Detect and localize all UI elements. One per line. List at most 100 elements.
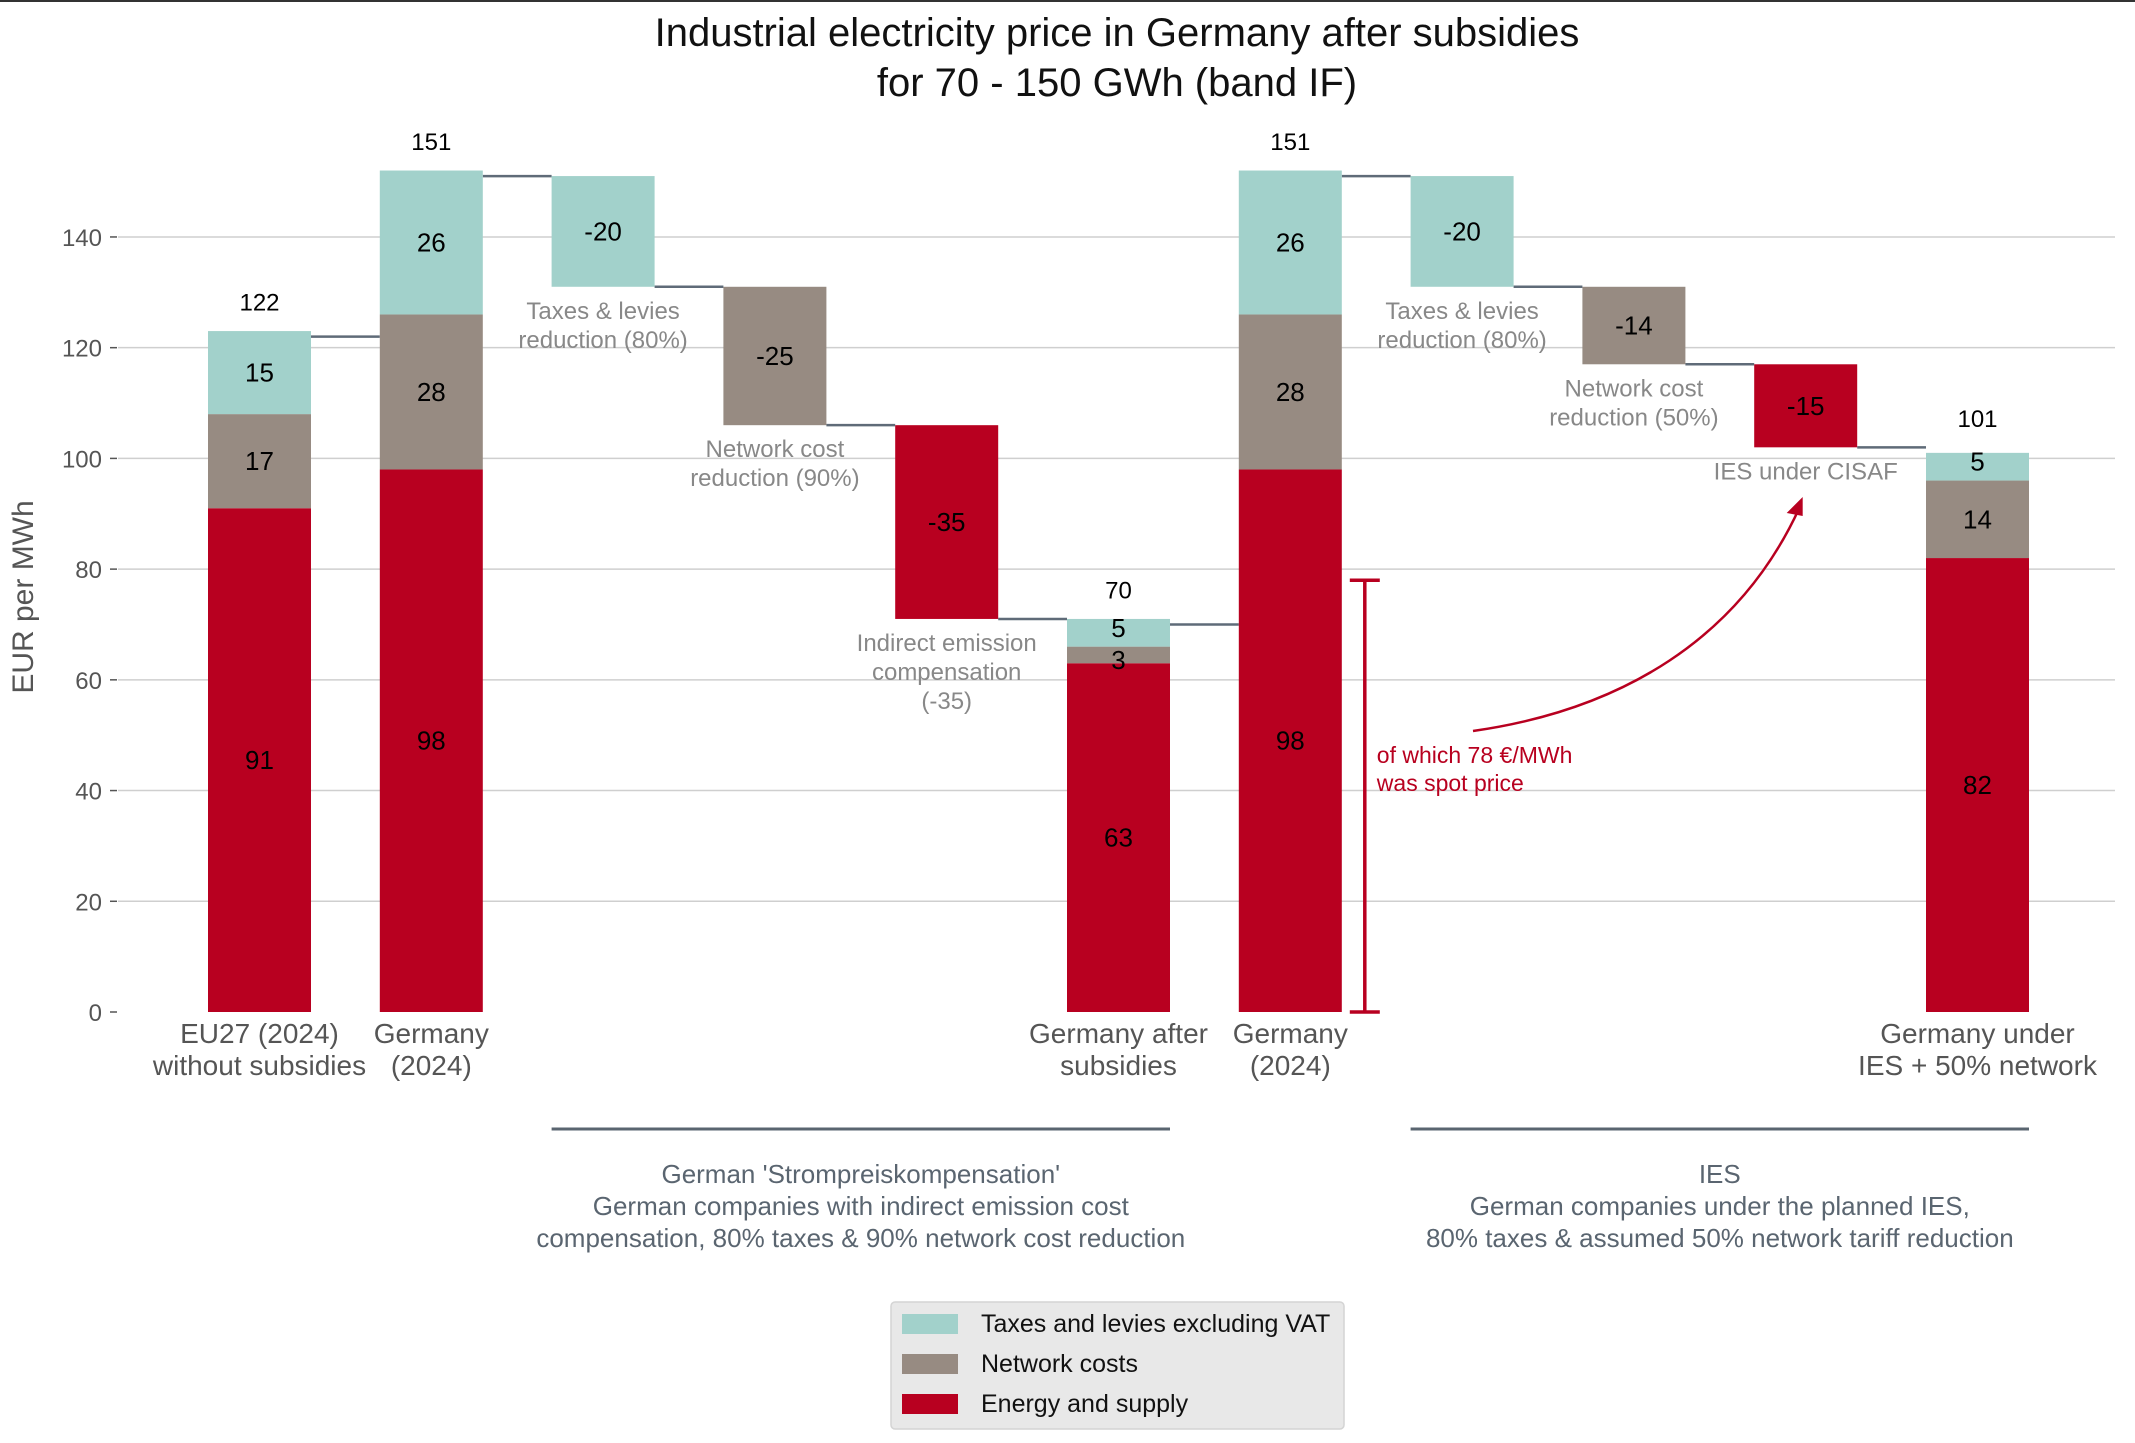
x-category-label: subsidies bbox=[1060, 1050, 1177, 1081]
bar-labels: 91 17 15 122 EU27 (2024)without subsidies 98 2… bbox=[152, 129, 2098, 1081]
step-value-label: -15 bbox=[1787, 391, 1825, 421]
waterfall-step-energy bbox=[1754, 364, 1858, 448]
step-description-label: (-35) bbox=[921, 688, 972, 715]
bar-segment-network bbox=[1926, 480, 2029, 559]
legend-swatch-network bbox=[902, 1354, 958, 1374]
y-tick-label: 100 bbox=[62, 446, 102, 473]
bar-segment-taxes bbox=[1238, 170, 1342, 315]
segment-value-label: 3 bbox=[1111, 645, 1125, 675]
segment-value-label: 5 bbox=[1970, 447, 1984, 477]
group-description-text: compensation, 80% taxes & 90% network co… bbox=[536, 1223, 1185, 1253]
waterfall-step-network bbox=[1582, 286, 1686, 365]
y-tick-label: 60 bbox=[75, 668, 102, 695]
x-category-label: Germany bbox=[1233, 1018, 1348, 1049]
legend-box bbox=[890, 1301, 1345, 1430]
x-category-label: Germany after bbox=[1029, 1018, 1208, 1049]
y-tick-label: 40 bbox=[75, 779, 102, 806]
step-value-label: -25 bbox=[756, 341, 794, 371]
legend-label: Taxes and levies excluding VAT bbox=[981, 1310, 1330, 1338]
bar-segment-energy bbox=[379, 469, 483, 1012]
spot-price-annotation-text: of which 78 €/MWh bbox=[1377, 742, 1573, 768]
x-category-label: Germany under bbox=[1880, 1018, 2075, 1049]
segment-value-label: 5 bbox=[1111, 613, 1125, 643]
step-value-label: -14 bbox=[1615, 311, 1653, 341]
y-tick-label: 120 bbox=[62, 336, 102, 363]
legend-label: Network costs bbox=[981, 1350, 1138, 1378]
bar-segment-network bbox=[379, 314, 483, 470]
top-border bbox=[0, 0, 2135, 2]
x-category-label: EU27 (2024) bbox=[180, 1018, 339, 1049]
segment-value-label: 98 bbox=[417, 726, 446, 756]
group-description-text: German companies with indirect emission … bbox=[593, 1191, 1130, 1221]
x-category-label: (2024) bbox=[391, 1050, 472, 1081]
bar-segment-energy bbox=[1926, 558, 2029, 1012]
bar-segment-energy bbox=[1238, 469, 1342, 1012]
bar-total-label: 122 bbox=[239, 290, 279, 317]
step-description-label: Network cost bbox=[1565, 375, 1704, 402]
group-description-text: German 'Strompreiskompensation' bbox=[661, 1159, 1060, 1189]
bar-segment-taxes bbox=[1926, 452, 2029, 481]
group-annotations: German 'Strompreiskompensation'German co… bbox=[536, 1127, 2029, 1253]
segment-value-label: 26 bbox=[1276, 227, 1305, 257]
segment-value-label: 91 bbox=[245, 745, 274, 775]
bar-segment-network bbox=[1067, 646, 1170, 664]
segment-value-label: 28 bbox=[1276, 377, 1305, 407]
chart-title: Industrial electricity price in Germany … bbox=[655, 11, 1580, 105]
step-description-label: compensation bbox=[872, 659, 1021, 686]
step-description-label: Taxes & levies bbox=[1385, 298, 1538, 325]
bar-segment-taxes bbox=[208, 331, 311, 415]
bar-segment-energy bbox=[1067, 663, 1170, 1012]
bar-total-label: 151 bbox=[1270, 129, 1310, 156]
waterfall-step-taxes bbox=[1410, 176, 1514, 287]
waterfall-step-taxes bbox=[551, 176, 655, 287]
segment-value-label: 82 bbox=[1963, 770, 1992, 800]
bar-segment-taxes bbox=[1067, 618, 1170, 647]
segment-value-label: 17 bbox=[245, 446, 274, 476]
bar-segment-network bbox=[1238, 314, 1342, 470]
y-tick-label: 0 bbox=[89, 1000, 102, 1027]
spot-price-annotation-text: was spot price bbox=[1376, 770, 1524, 796]
segment-value-label: 63 bbox=[1104, 823, 1133, 853]
step-description-label: Network cost bbox=[706, 436, 845, 463]
y-tick-label: 140 bbox=[62, 225, 102, 252]
step-description-label: Indirect emission bbox=[857, 630, 1037, 657]
group-description-text: IES bbox=[1699, 1159, 1741, 1189]
chart-title-line-1: Industrial electricity price in Germany … bbox=[655, 11, 1580, 55]
step-value-label: -35 bbox=[928, 507, 966, 537]
bar-segment-network bbox=[208, 414, 311, 509]
x-category-label: IES + 50% network bbox=[1858, 1050, 2098, 1081]
bar-total-label: 151 bbox=[411, 129, 451, 156]
x-category-label: Germany bbox=[374, 1018, 489, 1049]
bar-total-label: 101 bbox=[1957, 406, 1997, 433]
step-value-label: -20 bbox=[1443, 216, 1481, 246]
segment-value-label: 28 bbox=[417, 377, 446, 407]
y-axis-label: EUR per MWh bbox=[7, 500, 40, 693]
legend-swatch-taxes bbox=[902, 1314, 958, 1334]
segment-value-label: 15 bbox=[245, 358, 274, 388]
step-value-label: -20 bbox=[584, 216, 622, 246]
segment-value-label: 14 bbox=[1963, 504, 1992, 534]
waterfall-connectors bbox=[311, 174, 1926, 626]
step-description-label: IES under CISAF bbox=[1714, 458, 1898, 485]
chart-title-line-2: for 70 - 150 GWh (band IF) bbox=[877, 61, 1357, 105]
waterfall-step-network bbox=[723, 286, 827, 426]
segment-value-label: 26 bbox=[417, 227, 446, 257]
y-tick-label: 20 bbox=[75, 889, 102, 916]
x-category-label: (2024) bbox=[1250, 1050, 1331, 1081]
group-description-text: German companies under the planned IES, bbox=[1470, 1191, 1970, 1221]
legend-swatch-energy bbox=[902, 1394, 958, 1414]
legend: Taxes and levies excluding VAT Network co… bbox=[890, 1301, 1345, 1430]
x-category-label: without subsidies bbox=[152, 1050, 366, 1081]
y-axis: 0 20 40 60 80 100 120 140 bbox=[62, 225, 117, 1027]
bar-total-label: 70 bbox=[1105, 577, 1132, 604]
bar-segment-taxes bbox=[379, 170, 483, 315]
step-description-label: reduction (80%) bbox=[1377, 327, 1546, 354]
waterfall-step-energy bbox=[895, 425, 999, 619]
group-description-text: 80% taxes & assumed 50% network tariff r… bbox=[1426, 1223, 2014, 1253]
step-description-label: reduction (50%) bbox=[1549, 404, 1718, 431]
y-tick-label: 80 bbox=[75, 557, 102, 584]
step-description-label: reduction (80%) bbox=[518, 327, 687, 354]
annotation-arrow-curve bbox=[1472, 504, 1802, 733]
